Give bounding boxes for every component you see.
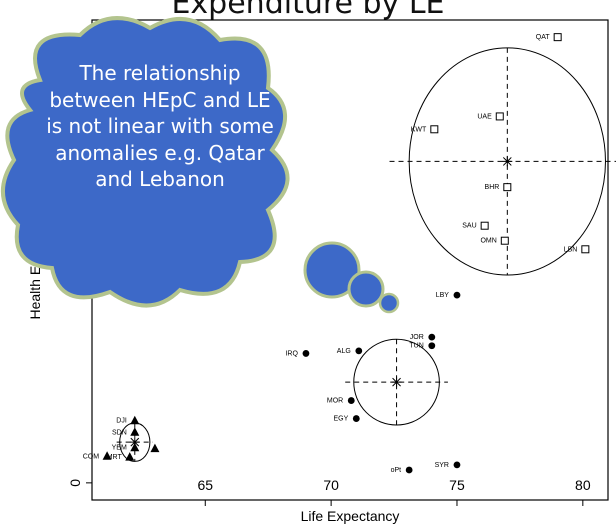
thought-bubble-dot-medium <box>347 270 385 308</box>
point-label: LBN <box>564 246 578 253</box>
point-label: SYR <box>435 462 449 469</box>
triangle-marker <box>125 452 135 461</box>
point-label: LBY <box>436 292 450 299</box>
square-marker <box>553 33 562 42</box>
point-label: QAT <box>536 34 551 41</box>
point-label: MOR <box>327 398 343 405</box>
triangle-marker <box>102 451 112 460</box>
ellipse-centroid <box>391 377 402 388</box>
y-tick-label: 0 <box>67 479 83 487</box>
point-label: TUN <box>409 343 423 350</box>
triangle-marker <box>130 427 140 436</box>
x-axis-label: Life Expectancy <box>301 508 400 524</box>
square-marker <box>500 236 509 245</box>
x-tick-label: 75 <box>449 477 465 493</box>
x-tick-label: 65 <box>197 477 213 493</box>
callout-text: The relationship between HEpC and LE is … <box>46 61 274 191</box>
slide-title: Expenditure by LE <box>171 0 445 21</box>
point-label: UAE <box>477 113 492 120</box>
square-marker <box>581 245 590 254</box>
x-tick-label: 70 <box>323 477 339 493</box>
circle-marker <box>405 466 413 474</box>
triangle-marker <box>150 443 160 453</box>
circle-marker <box>453 291 461 299</box>
point-label: EGY <box>333 416 348 423</box>
circle-marker <box>453 461 461 469</box>
triangle-marker <box>130 415 140 425</box>
point-label: OMN <box>480 238 496 245</box>
triangle-marker <box>130 442 140 452</box>
data-points: QAT UAE KWT BHR SAU OMN LBN LBY JOR TUN IRQ ALG MOR E… <box>83 33 590 474</box>
circle-marker <box>428 342 436 350</box>
thought-bubble-cloud <box>0 16 290 308</box>
circle-marker <box>428 333 436 341</box>
point-label: KWT <box>411 126 427 133</box>
point-label: MRT <box>107 454 123 461</box>
square-marker <box>480 221 489 230</box>
point-label: SDN <box>112 429 127 436</box>
ellipse-centroid <box>129 437 140 448</box>
point-label: oPt <box>391 467 402 474</box>
point-label: COM <box>83 453 100 460</box>
circle-marker <box>302 350 310 357</box>
circle-marker <box>352 415 360 422</box>
thought-bubble-callout <box>0 16 400 314</box>
thought-bubble-dot-small <box>378 292 400 314</box>
thought-bubble-dot-large <box>303 241 361 299</box>
square-marker <box>430 125 439 134</box>
point-label: ALG <box>337 348 351 355</box>
point-label: IRQ <box>285 350 298 357</box>
point-label: BHR <box>485 184 500 191</box>
circle-marker <box>347 397 355 404</box>
point-label: DJI <box>116 418 127 425</box>
square-marker <box>495 112 504 121</box>
circle-marker <box>355 347 363 355</box>
square-marker <box>503 183 512 192</box>
point-label: SAU <box>462 223 476 230</box>
point-label: JOR <box>410 334 424 341</box>
x-tick-label: 80 <box>575 477 591 493</box>
ellipse-centroid <box>502 156 513 167</box>
point-label: YEM <box>112 445 127 452</box>
